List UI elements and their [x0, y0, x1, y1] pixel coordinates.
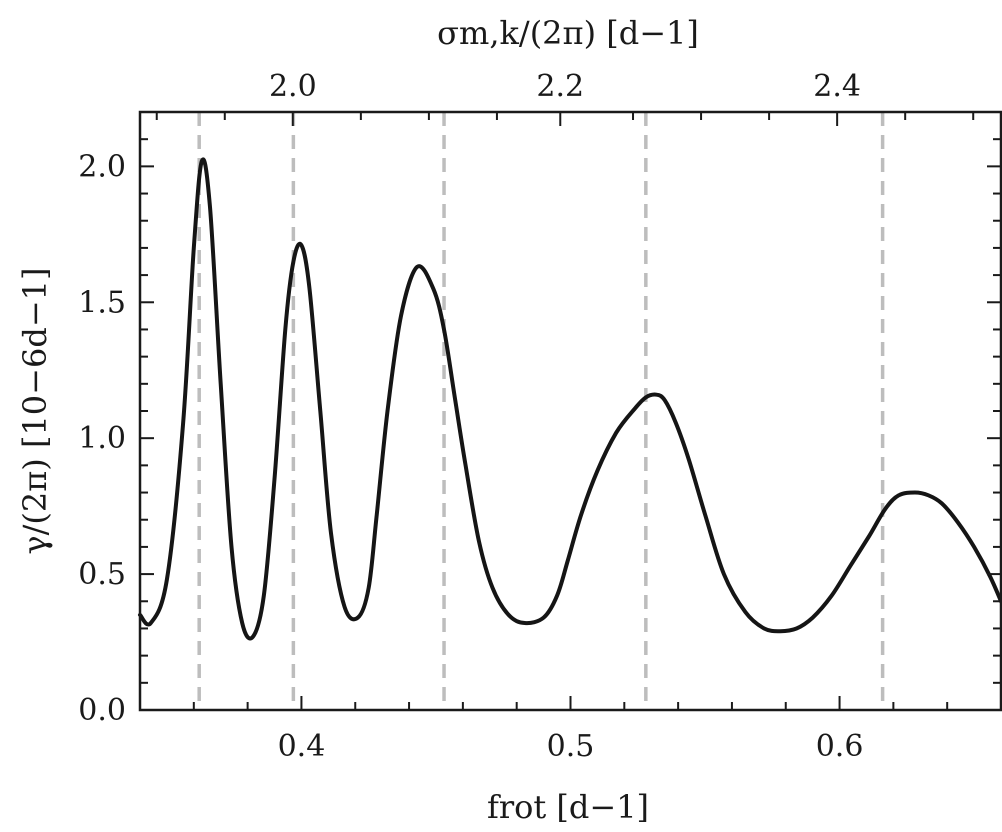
y-tick-label: 0.5: [78, 557, 126, 592]
top-tick-label: 2.4: [813, 69, 861, 104]
y-tick-label: 2.0: [78, 149, 126, 184]
y-tick-label: 0.0: [78, 693, 126, 728]
top-tick-label: 2.2: [536, 69, 584, 104]
y-tick-label: 1.5: [78, 285, 126, 320]
top-axis-label: σm,k/(2π) [d−1]: [437, 14, 699, 52]
x-tick-label: 0.4: [278, 729, 326, 764]
bottom-axis-ticks: 0.4 0.5 0.6: [139, 696, 1002, 764]
x-tick-label: 0.6: [816, 729, 864, 764]
x-tick-label: 0.5: [547, 729, 595, 764]
dashed-reference-lines: [197, 112, 885, 710]
top-axis-ticks: 2.0 2.2 2.4: [155, 69, 975, 126]
y-tick-label: 1.0: [78, 421, 126, 456]
y-axis-label: γ/(2π) [10−6d−1]: [16, 268, 54, 555]
x-axis-label: frot [d−1]: [487, 788, 649, 826]
plot-frame: [138, 110, 1002, 712]
series-line-gamma: [138, 157, 1002, 641]
top-tick-label: 2.0: [269, 69, 317, 104]
right-axis-ticks: [987, 111, 1001, 711]
left-axis-ticks: 0.0 0.5 1.0 1.5 2.0: [78, 111, 154, 728]
